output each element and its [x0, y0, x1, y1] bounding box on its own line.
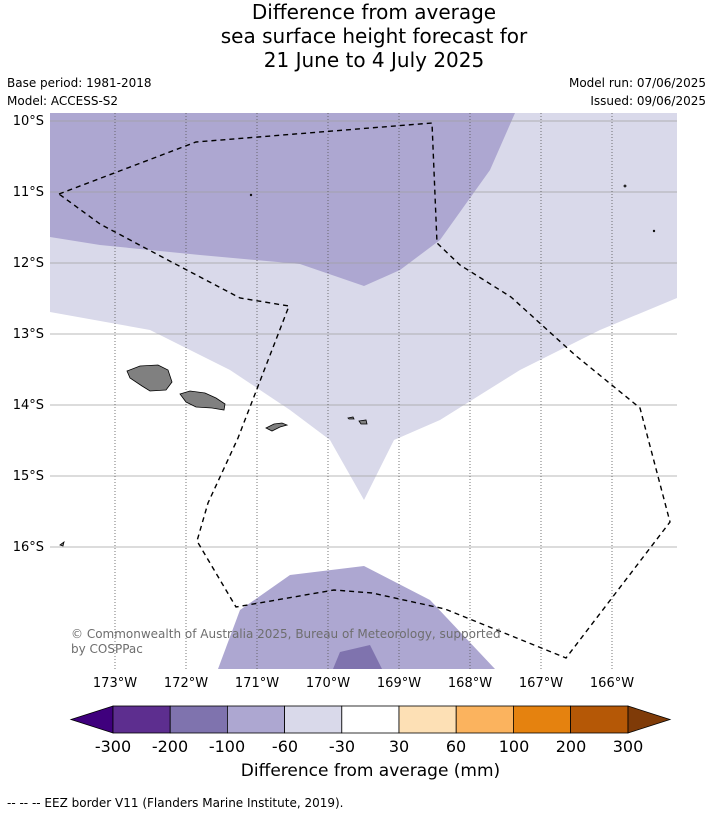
- map-plot-area: [50, 113, 677, 669]
- lat-label-10s: 10°S: [13, 114, 44, 129]
- cb-tick-10: 300: [613, 737, 644, 756]
- colorbar-swatch-6: [398, 705, 457, 734]
- copyright-line-2: by COSPPac: [71, 642, 143, 656]
- base-period: Base period: 1981-2018: [7, 76, 152, 90]
- colorbar: [69, 705, 672, 734]
- manua-island-2: [358, 419, 368, 425]
- lon-label-172w: 172°W: [164, 676, 208, 691]
- lat-label-16s: 16°S: [13, 540, 44, 555]
- title-line-3: 21 June to 4 July 2025: [263, 48, 485, 72]
- ssh-negative-region-south: [218, 566, 495, 669]
- lat-label-12s: 12°S: [13, 256, 44, 271]
- lat-label-13s: 13°S: [13, 327, 44, 342]
- cb-tick-3: -100: [209, 737, 245, 756]
- cb-tick-7: 60: [446, 737, 466, 756]
- ssh-strong-negative-region: [333, 645, 382, 669]
- eez-footnote: -- -- -- EEZ border V11 (Flanders Marine…: [7, 796, 344, 810]
- small-island-2: [623, 184, 627, 188]
- model-run-date: Model run: 07/06/2025: [568, 76, 706, 90]
- cb-tick-8: 100: [499, 737, 530, 756]
- cb-tick-1: -300: [95, 737, 131, 756]
- small-island-3: [652, 229, 656, 233]
- title-line-2: sea surface height forecast for: [220, 24, 528, 48]
- ssh-neutral-region: [50, 298, 677, 669]
- colorbar-swatch-9: [570, 705, 629, 734]
- issued-date: Issued: 09/06/2025: [590, 94, 706, 108]
- lat-label-15s: 15°S: [13, 469, 44, 484]
- lon-label-168w: 168°W: [448, 676, 492, 691]
- cb-tick-4: -60: [272, 737, 298, 756]
- colorbar-swatch-7: [455, 705, 514, 734]
- colorbar-swatch-4: [284, 705, 343, 734]
- colorbar-swatch-1: [112, 705, 171, 734]
- cb-tick-2: -200: [152, 737, 188, 756]
- small-island-1: [249, 193, 253, 197]
- lat-label-14s: 14°S: [13, 398, 44, 413]
- colorbar-swatch-3: [226, 705, 285, 734]
- manua-island-1: [347, 416, 355, 420]
- lon-label-166w: 166°W: [590, 676, 634, 691]
- colorbar-swatch-8: [513, 705, 572, 734]
- metadata-right: Model run: 07/06/2025 Issued: 09/06/2025: [569, 74, 706, 110]
- model-name: Model: ACCESS-S2: [7, 94, 119, 108]
- lat-label-11s: 11°S: [13, 185, 44, 200]
- land-islands: [59, 184, 656, 547]
- title-line-1: Difference from average: [251, 0, 497, 24]
- lon-label-170w: 170°W: [306, 676, 350, 691]
- colorbar-swatch-5: [341, 705, 400, 734]
- cb-tick-9: 200: [556, 737, 587, 756]
- upolu-island: [179, 390, 226, 411]
- tutuila-island: [265, 422, 289, 432]
- lon-label-173w: 173°W: [93, 676, 137, 691]
- colorbar-ticks: -300 -200 -100 -60 -30 30 60 100 200 300: [95, 737, 643, 756]
- colorbar-title: Difference from average (mm): [240, 761, 501, 781]
- cb-tick-5: -30: [329, 737, 355, 756]
- cb-tick-6: 30: [389, 737, 409, 756]
- latitude-gridlines: [50, 120, 677, 548]
- small-island-4: [59, 541, 65, 547]
- map-title: Difference from average sea surface heig…: [0, 0, 713, 72]
- lon-label-171w: 171°W: [235, 676, 279, 691]
- savaii-island: [126, 364, 173, 392]
- colorbar-extend-high: [627, 705, 672, 734]
- copyright-line-1: © Commonwealth of Australia 2025, Bureau…: [71, 627, 501, 641]
- lon-label-167w: 167°W: [519, 676, 563, 691]
- colorbar-extend-low: [69, 705, 114, 734]
- lon-label-169w: 169°W: [377, 676, 421, 691]
- copyright-notice: © Commonwealth of Australia 2025, Bureau…: [71, 627, 501, 656]
- colorbar-swatch-2: [169, 705, 228, 734]
- metadata-left: Base period: 1981-2018 Model: ACCESS-S2: [7, 74, 152, 110]
